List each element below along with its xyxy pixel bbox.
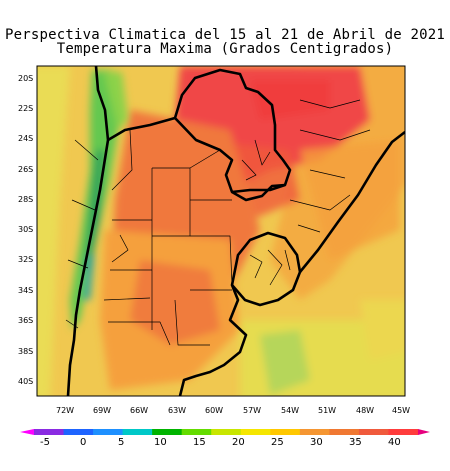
lat-label: 26S: [18, 165, 33, 174]
colorbar-swatch: [358, 429, 389, 435]
lat-label: 22S: [18, 104, 33, 113]
lat-label: 24S: [18, 134, 33, 143]
lat-label: 32S: [18, 255, 33, 264]
map-title-line-2: Temperatura Maxima (Grados Centigrados): [56, 41, 394, 57]
lat-label: 36S: [18, 316, 33, 325]
country-borders: [66, 66, 405, 396]
longitude-axis: 72W 69W 66W 63W 60W 57W 54W 51W 48W 45W: [56, 406, 410, 415]
colorbar-swatch: [388, 429, 419, 435]
lon-label: 48W: [356, 406, 374, 415]
lat-label: 20S: [18, 74, 33, 83]
lon-label: 66W: [130, 406, 148, 415]
colorbar: [20, 429, 430, 435]
colorbar-tick-label: 35: [349, 437, 362, 448]
colorbar-tick-label: 10: [154, 437, 167, 448]
lat-label: 28S: [18, 195, 33, 204]
lon-label: 57W: [243, 406, 261, 415]
lon-label: 45W: [392, 406, 410, 415]
lon-label: 72W: [56, 406, 74, 415]
colorbar-tick-label: 0: [80, 437, 86, 448]
colorbar-swatch: [181, 429, 212, 435]
colorbar-low-arrow: [20, 429, 34, 435]
map-title-line-1: Perspectiva Climatica del 15 al 21 de Ab…: [4, 27, 446, 43]
lat-label: 30S: [18, 225, 33, 234]
lon-label: 63W: [168, 406, 186, 415]
colorbar-tick-label: 15: [193, 437, 206, 448]
colorbar-swatch: [122, 429, 153, 435]
colorbar-swatch: [240, 429, 271, 435]
map-panel: [37, 66, 405, 396]
lat-label: 40S: [18, 377, 33, 386]
colorbar-swatch: [299, 429, 330, 435]
province-borders: [65, 99, 371, 346]
colorbar-tick-label: 30: [310, 437, 323, 448]
colorbar-swatch: [270, 429, 301, 435]
lon-label: 54W: [281, 406, 299, 415]
colorbar-swatch: [93, 429, 124, 435]
lat-label: 34S: [18, 286, 33, 295]
colorbar-swatch: [211, 429, 242, 435]
colorbar-swatch: [34, 429, 65, 435]
lon-label: 69W: [93, 406, 111, 415]
latitude-axis: 20S 22S 24S 26S 28S 30S 32S 34S 36S 38S …: [18, 74, 33, 386]
colorbar-swatch: [152, 429, 183, 435]
colorbar-labels: -5 0 5 10 15 20 25 30 35 40: [40, 437, 401, 448]
colorbar-swatch: [329, 429, 360, 435]
lat-label: 38S: [18, 347, 33, 356]
colorbar-tick-label: 5: [118, 437, 124, 448]
colorbar-tick-label: 40: [388, 437, 401, 448]
colorbar-tick-label: 25: [271, 437, 284, 448]
colorbar-tick-label: -5: [40, 437, 50, 448]
colorbar-high-arrow: [418, 429, 430, 435]
lon-label: 60W: [205, 406, 223, 415]
lon-label: 51W: [318, 406, 336, 415]
colorbar-swatch: [63, 429, 94, 435]
colorbar-tick-label: 20: [232, 437, 245, 448]
map-frame: [36, 65, 406, 397]
